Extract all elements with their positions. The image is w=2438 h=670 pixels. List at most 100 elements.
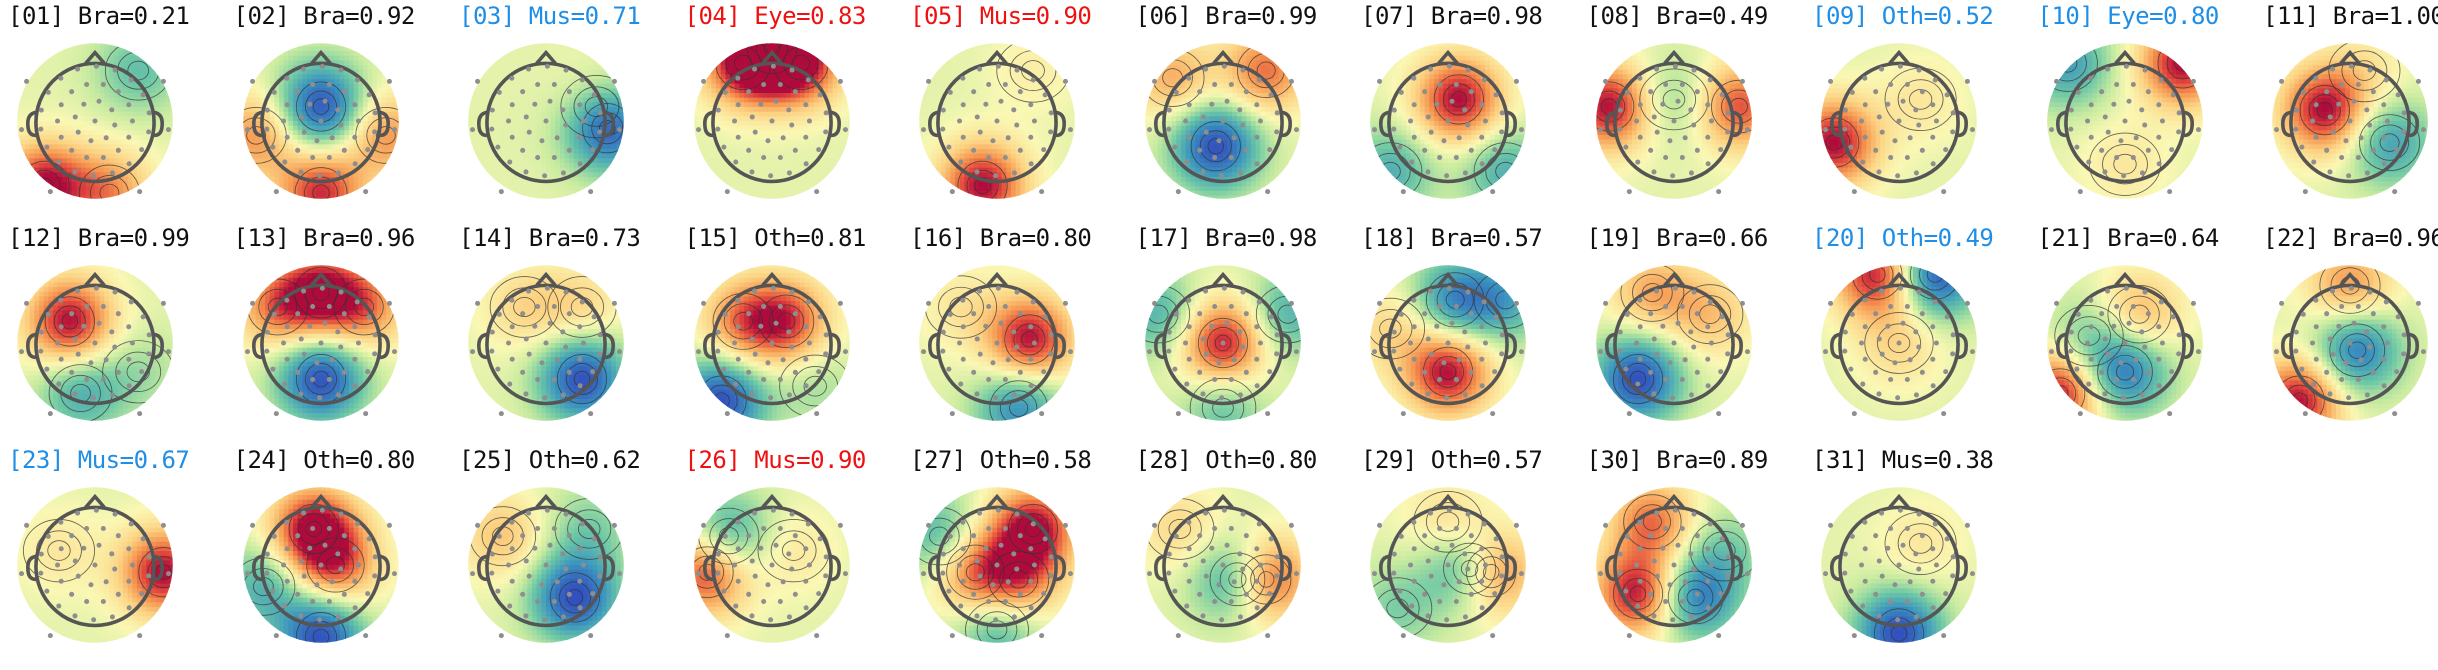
component-prob: 0.49 [1712,2,1768,30]
topomap [2040,258,2210,428]
component-13: [13] Bra=0.96 [234,226,459,448]
component-prob: 0.57 [1487,224,1543,252]
component-29: [29] Oth=0.57 [1361,448,1586,670]
component-title: [09] Oth=0.52 [1812,2,1993,30]
component-07: [07] Bra=0.98 [1361,4,1586,226]
component-title: [23] Mus=0.67 [8,446,189,474]
component-prob: 0.96 [359,224,415,252]
component-prob: 0.52 [1938,2,1994,30]
component-prob: 0.98 [1487,2,1543,30]
component-label: Oth [980,446,1022,474]
component-08: [08] Bra=0.49 [1587,4,1812,226]
component-label: Bra [2107,224,2149,252]
component-index: 07 [1375,2,1403,30]
component-prob: 0.66 [1712,224,1768,252]
component-title: [19] Bra=0.66 [1587,224,1768,252]
component-title: [24] Oth=0.80 [234,446,415,474]
topomap [1589,258,1759,428]
component-prob: 0.98 [1261,224,1317,252]
component-label: Bra [1431,224,1473,252]
component-02: [02] Bra=0.92 [234,4,459,226]
component-27: [27] Oth=0.58 [910,448,1135,670]
component-prob: 0.49 [1938,224,1994,252]
component-index: 01 [22,2,50,30]
component-prob: 0.80 [1261,446,1317,474]
component-prob: 0.73 [585,224,641,252]
component-prob: 0.21 [134,2,190,30]
component-label: Mus [980,2,1022,30]
component-title: [20] Oth=0.49 [1812,224,1993,252]
component-21: [21] Bra=0.64 [2038,226,2263,448]
component-index: 10 [2051,2,2079,30]
component-06: [06] Bra=0.99 [1136,4,1361,226]
component-title: [10] Eye=0.80 [2038,2,2219,30]
topomap [912,258,1082,428]
component-label: Bra [1656,2,1698,30]
component-prob: 0.90 [1036,2,1092,30]
topomap [2265,36,2435,206]
component-label: Mus [529,2,571,30]
component-title: [14] Bra=0.73 [459,224,640,252]
component-label: Bra [78,224,120,252]
component-title: [31] Mus=0.38 [1812,446,1993,474]
component-title: [18] Bra=0.57 [1361,224,1542,252]
topomap [687,36,857,206]
topomap [461,480,631,650]
topomap [2040,36,2210,206]
component-30: [30] Bra=0.89 [1587,448,1812,670]
component-01: [01] Bra=0.21 [8,4,233,226]
topomap [10,258,180,428]
component-index: 14 [473,224,501,252]
topomap [461,36,631,206]
component-title: [29] Oth=0.57 [1361,446,1542,474]
topomap [1138,258,1308,428]
topomap [2265,258,2435,428]
component-index: 11 [2277,2,2305,30]
component-title: [30] Bra=0.89 [1587,446,1768,474]
topomap [236,258,406,428]
component-index: 16 [924,224,952,252]
component-index: 12 [22,224,50,252]
component-title: [07] Bra=0.98 [1361,2,1542,30]
component-label: Mus [78,446,120,474]
component-index: 18 [1375,224,1403,252]
component-index: 29 [1375,446,1403,474]
component-title: [06] Bra=0.99 [1136,2,1317,30]
component-index: 15 [698,224,726,252]
topomap [1589,36,1759,206]
component-index: 08 [1600,2,1628,30]
component-prob: 0.90 [810,446,866,474]
component-14: [14] Bra=0.73 [459,226,684,448]
component-label: Oth [1882,2,1924,30]
component-prob: 0.38 [1938,446,1994,474]
component-label: Mus [754,446,796,474]
component-label: Bra [2333,224,2375,252]
component-index: 26 [698,446,726,474]
component-title: [28] Oth=0.80 [1136,446,1317,474]
component-23: [23] Mus=0.67 [8,448,233,670]
component-title: [22] Bra=0.96 [2263,224,2438,252]
topomap [687,480,857,650]
component-index: 28 [1149,446,1177,474]
component-10: [10] Eye=0.80 [2038,4,2263,226]
topomap [1814,258,1984,428]
component-15: [15] Oth=0.81 [685,226,910,448]
topomap [1138,480,1308,650]
topomap [1814,480,1984,650]
component-index: 06 [1149,2,1177,30]
component-prob: 1.00 [2389,2,2438,30]
topomap [10,480,180,650]
component-title: [17] Bra=0.98 [1136,224,1317,252]
component-label: Oth [1205,446,1247,474]
topomap [1814,36,1984,206]
component-prob: 0.62 [585,446,641,474]
component-index: 20 [1826,224,1854,252]
component-label: Eye [2107,2,2149,30]
component-prob: 0.81 [810,224,866,252]
component-prob: 0.99 [134,224,190,252]
component-title: [05] Mus=0.90 [910,2,1091,30]
component-label: Bra [303,224,345,252]
component-index: 24 [247,446,275,474]
component-index: 09 [1826,2,1854,30]
topomap [461,258,631,428]
